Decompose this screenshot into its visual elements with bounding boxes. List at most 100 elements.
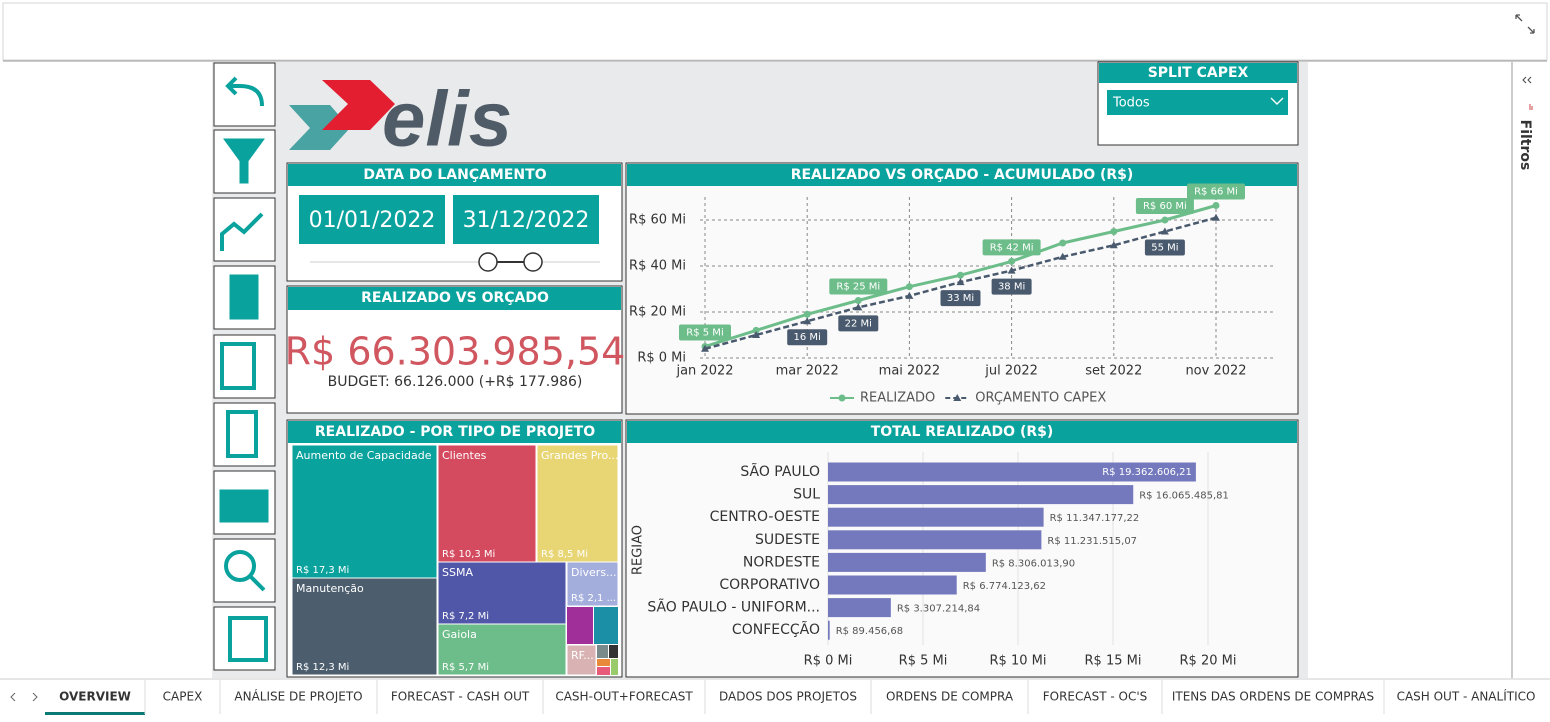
active-tab-underline xyxy=(45,712,145,715)
nav-button[interactable] xyxy=(213,538,276,603)
data-label-box xyxy=(829,278,888,295)
x-tick-label: R$ 5 Mi xyxy=(899,654,948,669)
bar xyxy=(828,575,957,595)
treemap-tile xyxy=(291,444,438,579)
treemap-small-tiles xyxy=(567,607,618,675)
y-tick-label: R$ 40 Mi xyxy=(629,259,686,274)
logo-mark xyxy=(289,105,350,150)
tab-scroll[interactable] xyxy=(10,692,38,702)
data-label-box xyxy=(991,278,1032,295)
data-label-box xyxy=(1135,198,1194,214)
axis-title: REGIAO xyxy=(631,525,646,575)
nav-icon[interactable] xyxy=(229,274,259,320)
tab[interactable]: CASH OUT - ANALÍTICO xyxy=(1397,689,1536,704)
treemap-tile xyxy=(566,644,597,676)
point xyxy=(1160,227,1169,235)
slider-handle[interactable] xyxy=(478,252,498,272)
y-tick-label: SUL xyxy=(793,487,820,503)
data-label-box xyxy=(679,324,731,341)
dropdown-value[interactable]: Todos xyxy=(1112,96,1150,111)
y-tick-label: CONFECÇÃO xyxy=(732,621,820,638)
nav-icon[interactable] xyxy=(225,76,264,107)
tab[interactable]: ITENS DAS ORDENS DE COMPRAS xyxy=(1172,690,1374,704)
bar xyxy=(828,462,1196,482)
treemap-tile xyxy=(437,444,537,563)
point xyxy=(1008,257,1016,265)
point xyxy=(905,283,913,291)
data-label: 55 Mi xyxy=(1151,243,1178,254)
nav-column xyxy=(213,62,276,671)
tab[interactable]: CASH-OUT+FORECAST xyxy=(555,690,693,704)
treemap-tile xyxy=(437,623,567,676)
card-header xyxy=(627,164,1297,186)
nav-icon[interactable] xyxy=(228,616,268,662)
tab[interactable]: CAPEX xyxy=(163,690,203,704)
x-tick-label: nov 2022 xyxy=(1185,364,1246,379)
tab[interactable]: FORECAST - OC'S xyxy=(1043,690,1148,704)
treemap-tile xyxy=(437,561,567,625)
date-box[interactable] xyxy=(299,195,445,244)
chart-title: REALIZADO VS ORÇADO - ACUMULADO (R$) xyxy=(791,167,1134,183)
dropdown[interactable] xyxy=(1107,90,1288,115)
x-tick-label: mar 2022 xyxy=(776,364,839,379)
legend-label: ORÇAMENTO CAPEX xyxy=(975,391,1106,406)
nav-button[interactable] xyxy=(213,62,276,127)
y-tick-label: R$ 20 Mi xyxy=(629,305,686,320)
data-label: 33 Mi xyxy=(947,293,974,304)
dropdown-chevron[interactable] xyxy=(1270,97,1284,105)
nav-icon[interactable] xyxy=(219,489,269,523)
point xyxy=(854,297,862,304)
slider-handle[interactable] xyxy=(523,252,543,272)
tile-label: Divers... xyxy=(571,566,617,579)
point xyxy=(803,310,811,318)
collapse-pane[interactable] xyxy=(1522,76,1532,84)
x-tick-label: set 2022 xyxy=(1085,364,1142,379)
point xyxy=(957,271,964,279)
y-tick-label: NORDESTE xyxy=(743,554,820,570)
data-label: R$ 89.456,68 xyxy=(836,626,903,637)
tile-value: R$ 5,7 Mi xyxy=(442,662,489,673)
data-label: R$ 11.231.515,07 xyxy=(1047,536,1137,547)
nav-icon[interactable] xyxy=(223,138,265,184)
y-tick-label: SUDESTE xyxy=(755,532,820,548)
nav-icon[interactable] xyxy=(220,342,256,390)
nav-icon[interactable] xyxy=(220,212,264,251)
x-tick-label: R$ 20 Mi xyxy=(1180,654,1237,669)
expand-button[interactable] xyxy=(1515,14,1535,34)
chart-title: REALIZADO - POR TIPO DE PROJETO xyxy=(315,424,595,440)
y-tick-label: R$ 0 Mi xyxy=(637,351,686,366)
start-date[interactable]: 01/01/2022 xyxy=(309,208,436,233)
data-label: R$ 19.362.606,21 xyxy=(1102,467,1192,478)
tile-value: R$ 8,5 Mi xyxy=(541,549,588,560)
tab[interactable]: OVERVIEW xyxy=(59,690,131,704)
tile-value: R$ 7,2 Mi xyxy=(442,611,489,622)
card-header xyxy=(288,287,621,310)
data-label-box xyxy=(787,329,828,346)
data-label: R$ 6.774.123,62 xyxy=(963,581,1046,592)
data-label: 22 Mi xyxy=(845,318,872,329)
point xyxy=(1059,239,1067,247)
end-date[interactable]: 31/12/2022 xyxy=(463,208,590,233)
nav-icon[interactable] xyxy=(224,550,266,592)
kpi-budget: BUDGET: 66.126.000 (+R$ 177.986) xyxy=(328,374,583,390)
tab[interactable]: ORDENS DE COMPRA xyxy=(886,690,1014,704)
treemap-tile xyxy=(291,577,438,676)
date-box[interactable] xyxy=(453,195,599,244)
nav-icon[interactable] xyxy=(226,410,258,458)
data-label: R$ 66 Mi xyxy=(1194,187,1238,198)
data-label: 16 Mi xyxy=(794,332,821,343)
tab[interactable]: FORECAST - CASH OUT xyxy=(391,690,530,704)
bar xyxy=(828,620,830,640)
slicer-title: SPLIT CAPEX xyxy=(1148,65,1249,81)
kpi-value: R$ 66.303.985,54 xyxy=(285,330,626,374)
x-tick-label: mai 2022 xyxy=(879,364,940,379)
tab[interactable]: ANÁLISE DE PROJETO xyxy=(234,689,362,704)
tab[interactable]: DADOS DOS PROJETOS xyxy=(719,690,857,704)
tile-label: Manutenção xyxy=(296,582,364,595)
bar xyxy=(828,598,891,618)
filters-pane-label[interactable]: Filtros xyxy=(1517,120,1533,171)
card-title: REALIZADO VS ORÇADO xyxy=(361,290,549,306)
point xyxy=(956,278,965,286)
data-label: R$ 16.065.485,81 xyxy=(1139,491,1229,502)
data-label-box xyxy=(982,239,1041,256)
